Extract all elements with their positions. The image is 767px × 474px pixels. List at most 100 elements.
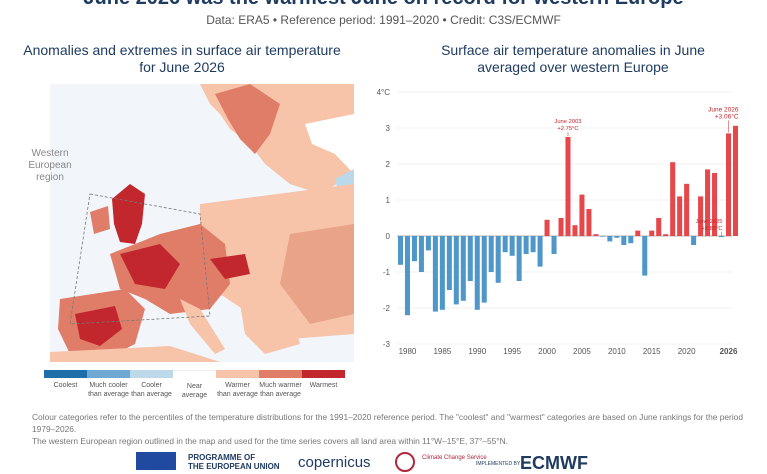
- x-tick-label: 2010: [608, 347, 626, 356]
- bar-2019: [677, 196, 683, 236]
- y-tick-label: -2: [383, 304, 391, 313]
- map-title-line1: Anomalies and extremes in surface air te…: [23, 42, 341, 58]
- annotation-value: +2.75°C: [557, 126, 578, 132]
- y-tick-label: 2: [386, 160, 391, 169]
- y-tick-label: -1: [383, 268, 391, 277]
- x-tick-label: 2020: [678, 347, 696, 356]
- bar-1992: [488, 236, 494, 272]
- bar-2010: [614, 236, 620, 238]
- legend-label: Near average: [181, 383, 208, 399]
- bar-1990: [474, 236, 480, 310]
- y-tick-label: 3: [386, 124, 391, 133]
- x-tick-label: 2015: [643, 347, 661, 356]
- legend-swatch: [216, 370, 259, 378]
- bar-2025: [719, 236, 725, 238]
- legend-item-near-average: Near average: [173, 370, 216, 400]
- bar-1985: [439, 236, 445, 310]
- bar-1981: [411, 236, 417, 262]
- legend-swatch: [302, 370, 345, 378]
- bar-1994: [502, 236, 508, 253]
- main-title: June 2026 was the warmest June on record…: [0, 0, 767, 10]
- eu-flag-icon: [136, 452, 176, 470]
- x-axis-ticks: 1980 1985 1990 1995 2000 2005 2010 2015 2020 2026: [399, 347, 738, 356]
- legend-label: Much warmer than average: [259, 382, 302, 398]
- legend-item-much-warmer: Much warmer than average: [259, 370, 302, 399]
- map-panel-title: Anomalies and extremes in surface air te…: [20, 42, 344, 76]
- legend-item-much-cooler: Much cooler than average: [87, 370, 130, 399]
- bar-1997: [523, 236, 529, 254]
- bar-1986: [446, 236, 452, 290]
- map-graphic: [50, 84, 354, 362]
- bar-2021: [691, 236, 697, 245]
- annotation-label: June 2003: [554, 119, 581, 125]
- bar-2022: [698, 196, 704, 236]
- bar-1993: [495, 236, 501, 283]
- bar-1989: [467, 236, 473, 281]
- bar-2009: [607, 236, 613, 242]
- bar-2023: [705, 169, 711, 236]
- x-tick-label: 2026: [720, 347, 738, 356]
- footnote-line1: Colour categories refer to the percentil…: [32, 412, 743, 434]
- chart-grid: [397, 91, 732, 345]
- y-tick-label: 4°C: [377, 88, 391, 97]
- annotation-value: +3.06°C: [715, 112, 739, 120]
- bar-2003: [565, 137, 571, 236]
- legend-swatch: [259, 370, 302, 378]
- footnote: Colour categories refer to the percentil…: [32, 411, 752, 447]
- legend-swatch: [173, 370, 216, 379]
- bar-2000: [544, 219, 550, 236]
- bar-2004: [572, 225, 578, 236]
- bar-1996: [516, 236, 522, 281]
- bar-1998: [530, 236, 536, 253]
- bar-undefined: [732, 125, 739, 236]
- legend-item-warmest: Warmest: [302, 370, 345, 390]
- chart-title-line2: averaged over western Europe: [477, 59, 669, 75]
- annotation-value: +2.85°C: [701, 226, 722, 232]
- copernicus-logo: copernicus: [298, 454, 371, 471]
- bar-1999: [537, 236, 543, 267]
- bar-2024: [712, 173, 718, 236]
- bar-1982: [418, 236, 424, 272]
- bar-2006: [586, 209, 592, 236]
- bar-2026: [725, 133, 732, 236]
- y-tick-label: 1: [386, 196, 391, 205]
- x-tick-label: 1995: [503, 347, 521, 356]
- bar-2008: [600, 236, 606, 237]
- x-tick-label: 2005: [573, 347, 591, 356]
- eu-programme-logo: PROGRAMME OF THE EUROPEAN UNION: [188, 453, 280, 471]
- europe-anomaly-map: [50, 84, 354, 362]
- chart-annotations: June 2003+2.75°C June 2025+2.85°C June 202…: [554, 106, 739, 237]
- chart-panel-title: Surface air temperature anomalies in Jun…: [408, 42, 738, 76]
- western-european-region-label: Western European region: [28, 148, 72, 183]
- bar-2017: [663, 234, 669, 236]
- legend-item-warmer: Warmer than average: [216, 370, 259, 399]
- legend-swatch: [130, 370, 173, 378]
- bar-1987: [453, 236, 459, 305]
- anomaly-bar-chart: -3 -2 -1 0 1 2 3 4°C 1980 1985 1990 1995 2000 2005 20…: [377, 88, 739, 356]
- climate-service-logo: Climate Change Service: [422, 455, 487, 461]
- chart-bars: [397, 125, 739, 316]
- logo-strip: PROGRAMME OF THE EUROPEAN UNION copernic…: [0, 452, 767, 473]
- annotation-label: June 2025: [695, 219, 722, 225]
- bar-2020: [684, 183, 690, 236]
- annotation-label: June 2026: [708, 106, 739, 113]
- legend-label: Much cooler than average: [88, 382, 129, 398]
- bar-1979: [397, 236, 404, 265]
- bar-2016: [656, 218, 662, 236]
- bar-1995: [509, 236, 515, 256]
- x-tick-label: 1980: [399, 347, 417, 356]
- bar-1991: [481, 236, 487, 303]
- y-tick-label: -3: [383, 340, 391, 349]
- y-tick-label: 0: [386, 232, 391, 241]
- bar-2007: [593, 234, 599, 236]
- legend-item-cooler: Cooler than average: [130, 370, 173, 399]
- climate-service-icon: [395, 452, 415, 472]
- bar-2005: [579, 194, 585, 236]
- map-title-line2: for June 2026: [139, 59, 225, 75]
- subtitle: Data: ERA5 • Reference period: 1991–2020…: [206, 13, 561, 27]
- bar-2011: [621, 236, 627, 245]
- y-axis-ticks: -3 -2 -1 0 1 2 3 4°C: [377, 88, 391, 349]
- bar-2012: [628, 236, 634, 244]
- bar-2013: [635, 230, 641, 236]
- bar-2015: [649, 230, 655, 236]
